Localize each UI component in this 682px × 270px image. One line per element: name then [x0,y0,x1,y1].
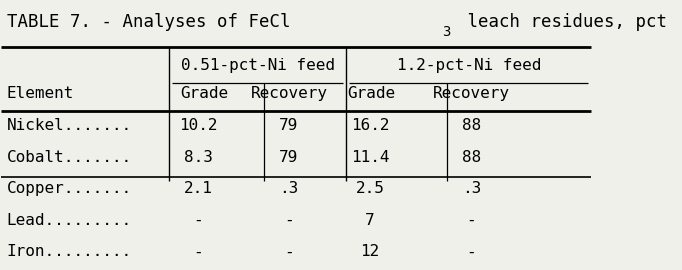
Text: -: - [284,244,294,259]
Text: 79: 79 [279,150,299,165]
Text: 10.2: 10.2 [179,119,218,133]
Text: Recovery: Recovery [433,86,510,101]
Text: 12: 12 [360,244,379,259]
Text: 16.2: 16.2 [351,119,389,133]
Text: .3: .3 [279,181,299,196]
Text: Copper.......: Copper....... [7,181,132,196]
Text: Grade: Grade [348,86,396,101]
Text: -: - [466,213,476,228]
Text: TABLE 7. - Analyses of FeCl: TABLE 7. - Analyses of FeCl [7,13,290,31]
Text: 11.4: 11.4 [351,150,389,165]
Text: -: - [194,213,203,228]
Text: -: - [194,244,203,259]
Text: Cobalt.......: Cobalt....... [7,150,132,165]
Text: Recovery: Recovery [250,86,327,101]
Text: -: - [284,213,294,228]
Text: 2.1: 2.1 [184,181,213,196]
Text: 3: 3 [443,25,451,39]
Text: 1.2-pct-Ni feed: 1.2-pct-Ni feed [396,58,541,73]
Text: 8.3: 8.3 [184,150,213,165]
Text: Nickel.......: Nickel....... [7,119,132,133]
Text: Iron.........: Iron......... [7,244,132,259]
Text: 88: 88 [462,150,481,165]
Text: Element: Element [7,86,74,101]
Text: -: - [466,244,476,259]
Text: Grade: Grade [180,86,228,101]
Text: leach residues, pct: leach residues, pct [457,13,667,31]
Text: 88: 88 [462,119,481,133]
Text: 79: 79 [279,119,299,133]
Text: Lead.........: Lead......... [7,213,132,228]
Text: 2.5: 2.5 [355,181,384,196]
Text: 0.51-pct-Ni feed: 0.51-pct-Ni feed [181,58,335,73]
Text: .3: .3 [462,181,481,196]
Text: 7: 7 [365,213,374,228]
